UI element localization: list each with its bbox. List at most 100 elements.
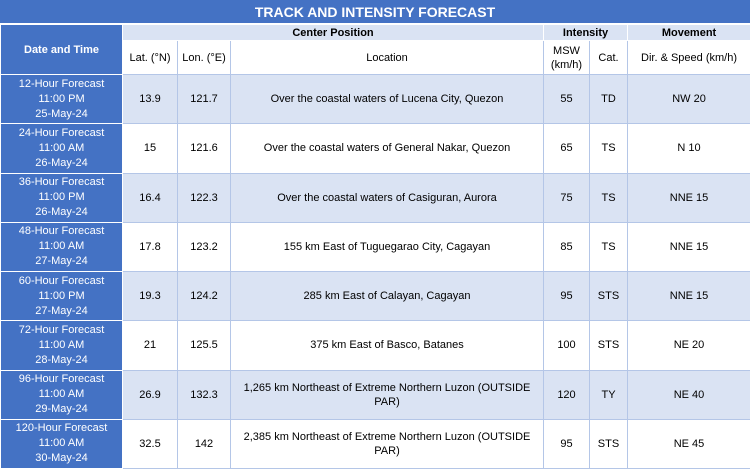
forecast-date: 27-May-24 <box>35 255 88 268</box>
lon-cell: 121.7 <box>177 73 231 125</box>
table-row: 60-Hour Forecast 11:00 PM 27-May-24 19.3 124… <box>0 270 750 322</box>
msw-cell: 120 <box>543 369 590 420</box>
forecast-time-label: 12-Hour Forecast 11:00 PM 25-May-24 <box>0 73 123 125</box>
msw-header: MSW (km/h) <box>543 40 590 75</box>
msw-cell: 75 <box>543 172 590 223</box>
forecast-date: 29-May-24 <box>35 403 88 416</box>
cat-cell: TY <box>588 369 629 420</box>
header-row-group: Date and Time Center Position Intensity … <box>0 24 750 75</box>
cat-cell: TS <box>588 172 629 223</box>
movement-cell: NE 40 <box>627 369 750 420</box>
forecast-date: 26-May-24 <box>35 206 88 219</box>
lon-cell: 125.5 <box>177 320 231 371</box>
msw-cell: 100 <box>543 320 590 371</box>
cat-cell: TS <box>588 221 629 273</box>
table-row: 72-Hour Forecast 11:00 AM 28-May-24 21 125.5… <box>0 320 750 371</box>
lat-cell: 16.4 <box>122 172 178 223</box>
cat-cell: STS <box>588 270 629 322</box>
intensity-header: Intensity <box>542 24 629 41</box>
movement-header: Movement <box>627 24 750 41</box>
forecast-period: 72-Hour Forecast <box>18 323 105 336</box>
movement-cell: NNE 15 <box>627 221 750 273</box>
location-cell: 285 km East of Calayan, Cagayan <box>230 270 544 322</box>
dir-speed-header: Dir. & Speed (km/h) <box>627 40 750 75</box>
cat-cell: TS <box>588 123 629 174</box>
movement-cell: NE 20 <box>627 320 750 371</box>
lat-cell: 13.9 <box>122 73 178 125</box>
forecast-rows: 12-Hour Forecast 11:00 PM 25-May-24 13.9 121… <box>0 73 750 470</box>
lat-cell: 21 <box>122 320 178 371</box>
forecast-time-label: 24-Hour Forecast 11:00 AM 26-May-24 <box>0 123 123 174</box>
forecast-date: 27-May-24 <box>35 304 88 317</box>
movement-cell: N 10 <box>627 123 750 174</box>
forecast-period: 120-Hour Forecast <box>15 422 108 435</box>
location-cell: 155 km East of Tuguegarao City, Cagayan <box>230 221 544 273</box>
cat-header: Cat. <box>588 40 629 75</box>
forecast-time-label: 72-Hour Forecast 11:00 AM 28-May-24 <box>0 320 123 371</box>
location-cell: Over the coastal waters of Lucena City, … <box>230 73 544 125</box>
cat-cell: STS <box>588 418 629 470</box>
table-row: 36-Hour Forecast 11:00 PM 26-May-24 16.4 122… <box>0 172 750 223</box>
lat-header: Lat. (°N) <box>122 40 178 75</box>
movement-cell: NW 20 <box>627 73 750 125</box>
forecast-time-label: 96-Hour Forecast 11:00 AM 29-May-24 <box>0 369 123 420</box>
location-cell: Over the coastal waters of General Nakar… <box>230 123 544 174</box>
forecast-date: 30-May-24 <box>35 452 88 465</box>
lat-cell: 26.9 <box>122 369 178 420</box>
location-cell: 2,385 km Northeast of Extreme Northern L… <box>230 418 544 470</box>
msw-cell: 95 <box>543 270 590 322</box>
lon-cell: 132.3 <box>177 369 231 420</box>
lon-cell: 121.6 <box>177 123 231 174</box>
table-row: 96-Hour Forecast 11:00 AM 29-May-24 26.9 132… <box>0 369 750 420</box>
header-row-sub: Lat. (°N) Lon. (°E) Location MSW (km/h) … <box>1 40 750 75</box>
location-cell: Over the coastal waters of Casiguran, Au… <box>230 172 544 223</box>
forecast-time: 11:00 AM <box>38 141 85 154</box>
movement-cell: NNE 15 <box>627 270 750 322</box>
forecast-time: 11:00 AM <box>38 437 85 450</box>
forecast-time-label: 60-Hour Forecast 11:00 PM 27-May-24 <box>0 270 123 322</box>
forecast-time: 11:00 AM <box>38 240 85 253</box>
forecast-table: Date and Time Center Position Intensity … <box>0 24 750 470</box>
cat-cell: TD <box>588 73 629 125</box>
forecast-period: 12-Hour Forecast <box>18 77 105 90</box>
msw-cell: 65 <box>543 123 590 174</box>
forecast-time: 11:00 AM <box>38 338 85 351</box>
cat-cell: STS <box>588 320 629 371</box>
forecast-time: 11:00 AM <box>38 388 85 401</box>
forecast-period: 48-Hour Forecast <box>18 225 105 238</box>
forecast-date: 26-May-24 <box>35 156 88 169</box>
lon-header: Lon. (°E) <box>177 40 231 75</box>
table-title: TRACK AND INTENSITY FORECAST <box>0 0 750 24</box>
location-cell: 375 km East of Basco, Batanes <box>230 320 544 371</box>
forecast-date: 25-May-24 <box>35 107 88 120</box>
msw-cell: 55 <box>543 73 590 125</box>
lon-cell: 123.2 <box>177 221 231 273</box>
center-position-header: Center Position <box>122 24 544 41</box>
lat-cell: 19.3 <box>122 270 178 322</box>
location-header: Location <box>230 40 544 75</box>
forecast-time: 11:00 PM <box>38 191 85 204</box>
lon-cell: 122.3 <box>177 172 231 223</box>
table-row: 24-Hour Forecast 11:00 AM 26-May-24 15 121.6… <box>0 123 750 174</box>
forecast-period: 60-Hour Forecast <box>18 274 105 287</box>
forecast-time: 11:00 PM <box>38 289 85 302</box>
lat-cell: 32.5 <box>122 418 178 470</box>
table-row: 12-Hour Forecast 11:00 PM 25-May-24 13.9 121… <box>0 73 750 125</box>
forecast-period: 96-Hour Forecast <box>18 373 105 386</box>
table-row: 120-Hour Forecast 11:00 AM 30-May-24 32.5 14… <box>0 418 750 470</box>
msw-cell: 95 <box>543 418 590 470</box>
lat-cell: 17.8 <box>122 221 178 273</box>
movement-cell: NE 45 <box>627 418 750 470</box>
table-row: 48-Hour Forecast 11:00 AM 27-May-24 17.8 123… <box>0 221 750 273</box>
forecast-period: 24-Hour Forecast <box>18 126 105 139</box>
lat-cell: 15 <box>122 123 178 174</box>
lon-cell: 142 <box>177 418 231 470</box>
movement-cell: NNE 15 <box>627 172 750 223</box>
forecast-time-label: 36-Hour Forecast 11:00 PM 26-May-24 <box>0 172 123 223</box>
msw-cell: 85 <box>543 221 590 273</box>
forecast-time-label: 48-Hour Forecast 11:00 AM 27-May-24 <box>0 221 123 273</box>
lon-cell: 124.2 <box>177 270 231 322</box>
location-cell: 1,265 km Northeast of Extreme Northern L… <box>230 369 544 420</box>
date-time-header: Date and Time <box>0 24 123 75</box>
forecast-date: 28-May-24 <box>35 353 88 366</box>
